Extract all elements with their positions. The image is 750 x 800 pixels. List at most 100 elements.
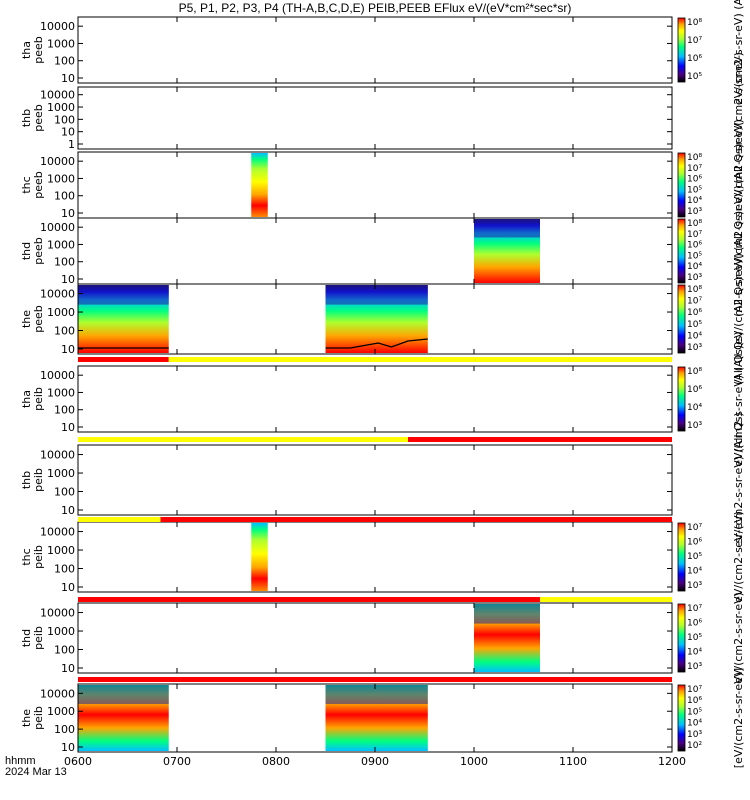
colorbar-tick-label: 10³ <box>687 421 702 431</box>
spectrogram-noise-band <box>325 285 428 305</box>
panel-frame <box>77 521 673 593</box>
y-tick-label: 10000 <box>40 369 75 382</box>
colorbar <box>677 218 686 284</box>
panel-ylabel: thbpeeb <box>20 104 45 132</box>
y-tick-label: 10 <box>61 662 75 675</box>
colorbar-tick-label: 10³ <box>687 730 702 740</box>
colorbar-label: [eV/(cm2-s-sr-eV)] <box>732 668 745 768</box>
y-tick-label: 1000 <box>47 37 75 50</box>
y-tick-label: 100 <box>54 563 75 576</box>
y-tick-label: 10 <box>61 581 75 594</box>
y-tick-label: 10000 <box>40 20 75 33</box>
y-tick-label: 10 <box>61 421 75 434</box>
y-tick-label: 1000 <box>47 386 75 399</box>
y-tick-label: 100 <box>54 486 75 499</box>
colorbar-tick-label: 10⁵ <box>687 552 702 562</box>
colorbar-tick-label: 10⁶ <box>687 385 702 395</box>
colorbar <box>677 603 686 673</box>
colorbar-tick-label: 10⁴ <box>687 567 702 577</box>
colorbar-tick-label: 10⁶ <box>687 308 702 318</box>
y-tick-label: 10 <box>61 273 75 286</box>
mode-bar-segment <box>78 437 408 442</box>
y-tick-label: 100 <box>54 113 75 126</box>
panel-ylabel: thepeib <box>20 706 45 730</box>
y-tick-label: 10000 <box>40 607 75 620</box>
colorbar-tick-label: 10⁷ <box>687 523 702 533</box>
panel-ylabel: thcpeib <box>20 545 45 569</box>
mode-bar-segment <box>78 357 169 362</box>
panel-ylabel: thbpeib <box>20 468 45 492</box>
y-tick-label: 10 <box>61 741 75 754</box>
spectrogram-noise-band <box>325 685 428 705</box>
colorbar-label: (All Qs)eV/(cm2-s-sr-eV) <box>732 253 745 385</box>
y-tick-label: 1000 <box>47 306 75 319</box>
x-tick-label: 1000 <box>460 755 488 768</box>
y-tick-label: 10 <box>61 72 75 85</box>
colorbar-tick-label: 10⁴ <box>687 403 702 413</box>
colorbar-label: (All Qs)eV/(cm2-s-sr-eV) <box>732 119 745 251</box>
y-tick-label: 100 <box>54 325 75 338</box>
potential-trace <box>325 338 428 349</box>
panel-frame <box>77 444 673 516</box>
colorbar-tick-label: 10⁵ <box>687 633 702 643</box>
date-label: 2024 Mar 13 <box>5 766 67 778</box>
x-tick-label: 1100 <box>559 755 587 768</box>
colorbar <box>677 366 686 432</box>
y-tick-label: 100 <box>54 644 75 657</box>
y-tick-label: 100 <box>54 723 75 736</box>
spectrogram-noise-band <box>474 219 540 238</box>
panel-frame <box>77 365 673 433</box>
x-tick-label: 0700 <box>163 755 191 768</box>
panel-frame <box>77 217 673 285</box>
colorbar-tick-label: 10⁴ <box>687 331 702 341</box>
mode-bar-segment <box>540 597 672 602</box>
panel-frame <box>77 151 673 219</box>
colorbar-tick-label: 10² <box>687 741 702 751</box>
colorbar-tick-label: 10⁶ <box>687 175 702 185</box>
y-tick-label: 100 <box>54 190 75 203</box>
panel-ylabel: thepeeb <box>20 305 45 333</box>
colorbar-tick-label: 10⁸ <box>687 18 702 28</box>
colorbar-label: eV/(cm2-s-sr-eV) (All Qs) <box>732 331 745 466</box>
colorbar-tick-label: 10⁸ <box>687 153 702 163</box>
spectrogram-block <box>251 523 268 591</box>
spectrogram-block <box>251 153 268 217</box>
colorbar <box>677 152 686 218</box>
y-tick-label: 10000 <box>40 89 75 102</box>
mode-bar-segment <box>78 677 672 682</box>
y-tick-label: 10000 <box>40 526 75 539</box>
panel-frame <box>77 86 673 150</box>
colorbar <box>677 284 686 354</box>
colorbar-tick-label: 10³ <box>687 581 702 591</box>
colorbar-tick-label: 10³ <box>687 207 702 217</box>
colorbar-tick-label: 10⁴ <box>687 196 702 206</box>
colorbar-tick-label: 10⁸ <box>687 367 702 377</box>
mode-bar-segment <box>78 517 161 522</box>
x-tick-label: 0800 <box>262 755 290 768</box>
colorbar-tick-label: 10⁷ <box>687 36 702 46</box>
y-tick-label: 10 <box>61 126 75 139</box>
colorbar-tick-label: 10⁷ <box>687 604 702 614</box>
colorbar-label: eV/(cm2-s-sr-eV) <box>732 511 745 603</box>
mode-bar-segment <box>408 437 672 442</box>
y-tick-label: 1000 <box>47 544 75 557</box>
colorbar-tick-label: 10⁵ <box>687 251 702 261</box>
mode-bar-segment <box>168 357 672 362</box>
y-tick-label: 10 <box>61 343 75 356</box>
colorbar-tick-label: 10⁵ <box>687 707 702 717</box>
colorbar-tick-label: 10⁵ <box>687 320 702 330</box>
colorbar-tick-label: 10⁶ <box>687 619 702 629</box>
panel-ylabel: thapeeb <box>20 36 45 64</box>
colorbar-tick-label: 10⁶ <box>687 696 702 706</box>
colorbar-tick-label: 10⁴ <box>687 648 702 658</box>
x-tick-label: 0900 <box>361 755 389 768</box>
y-tick-label: 1000 <box>47 238 75 251</box>
colorbar-tick-label: 10⁴ <box>687 719 702 729</box>
spectrogram-noise-band <box>78 685 169 705</box>
colorbar <box>677 17 686 83</box>
mode-bar-segment <box>78 597 540 602</box>
spectrogram-noise-band <box>78 285 169 305</box>
colorbar-tick-label: 10⁵ <box>687 185 702 195</box>
colorbar <box>677 684 686 752</box>
